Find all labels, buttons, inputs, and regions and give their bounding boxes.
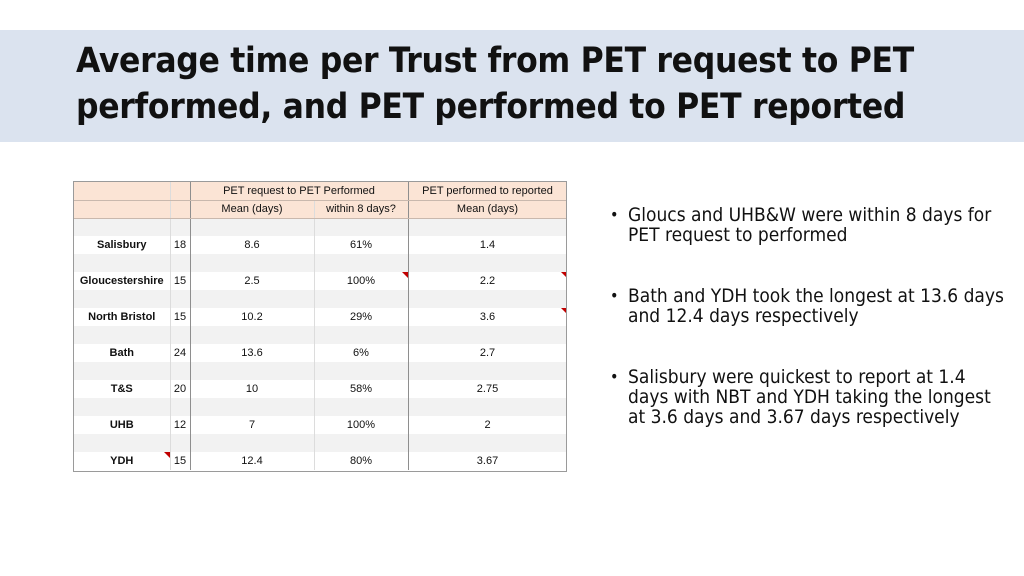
mean-request-days: 13.6 [190,344,315,362]
trust-count: 20 [170,380,191,398]
title-band [0,30,1024,142]
mean-request-days: 7 [190,416,315,434]
within-8-days-pct: 100% [314,416,409,434]
mean-reported-days: 2.75 [408,380,566,398]
sub-header-mean-reported: Mean (days) [408,200,566,219]
summary-bullets: Gloucs and UHB&W were within 8 days for … [610,205,1010,468]
within-8-days-pct: 58% [314,380,409,398]
trust-name: Salisbury [74,236,171,254]
mean-request-days: 12.4 [190,452,315,470]
sub-header-within-8-days: within 8 days? [314,200,409,219]
trust-name: T&S [74,380,171,398]
trust-count: 24 [170,344,191,362]
mean-reported-days: 2 [408,416,566,434]
group-header-request-to-performed: PET request to PET Performed [190,182,409,201]
bullet-item: Gloucs and UHB&W were within 8 days for … [610,205,1010,245]
within-8-days-pct: 29% [314,308,409,326]
within-8-days-pct: 80% [314,452,409,470]
table-row: YDH 15 12.4 80% 3.67 [74,452,566,470]
mean-reported-days: 1.4 [408,236,566,254]
within-8-days-pct: 6% [314,344,409,362]
slide-title: Average time per Trust from PET request … [76,38,1006,130]
within-8-days-pct: 61% [314,236,409,254]
trust-name: YDH [74,452,171,470]
pet-times-table: PET request to PET Performed PET perform… [73,181,567,472]
trust-count: 12 [170,416,191,434]
header-blank [170,182,191,201]
mean-reported-days: 2.2 [408,272,566,290]
trust-name: UHB [74,416,171,434]
sub-header-row: Mean (days) within 8 days? Mean (days) [74,200,566,219]
table-row: Salisbury 18 8.6 61% 1.4 [74,236,566,254]
bullet-item: Salisbury were quickest to report at 1.4… [610,367,1010,427]
table-row: T&S 20 10 58% 2.75 [74,380,566,398]
trust-count: 15 [170,272,191,290]
bullet-item: Bath and YDH took the longest at 13.6 da… [610,286,1010,326]
group-header-performed-to-reported: PET performed to reported [408,182,566,201]
trust-count: 15 [170,308,191,326]
trust-name: Bath [74,344,171,362]
header-blank [74,200,171,219]
trust-name: Gloucestershire [74,272,171,290]
mean-request-days: 8.6 [190,236,315,254]
mean-reported-days: 2.7 [408,344,566,362]
trust-count: 15 [170,452,191,470]
header-blank [170,200,191,219]
mean-request-days: 2.5 [190,272,315,290]
slide-title-line-1: Average time per Trust from PET request … [76,41,914,81]
table-row: Bath 24 13.6 6% 2.7 [74,344,566,362]
group-header-row: PET request to PET Performed PET perform… [74,182,566,201]
slide-title-line-2: performed, and PET performed to PET repo… [76,87,906,127]
sub-header-mean-request: Mean (days) [190,200,315,219]
mean-request-days: 10.2 [190,308,315,326]
header-blank [74,182,171,201]
within-8-days-pct: 100% [314,272,409,290]
data-grid: PET request to PET Performed PET perform… [74,182,566,470]
trust-name: North Bristol [74,308,171,326]
mean-request-days: 10 [190,380,315,398]
mean-reported-days: 3.67 [408,452,566,470]
trust-count: 18 [170,236,191,254]
table-row: North Bristol 15 10.2 29% 3.6 [74,308,566,326]
table-row: Gloucestershire 15 2.5 100% 2.2 [74,272,566,290]
table-row: UHB 12 7 100% 2 [74,416,566,434]
mean-reported-days: 3.6 [408,308,566,326]
